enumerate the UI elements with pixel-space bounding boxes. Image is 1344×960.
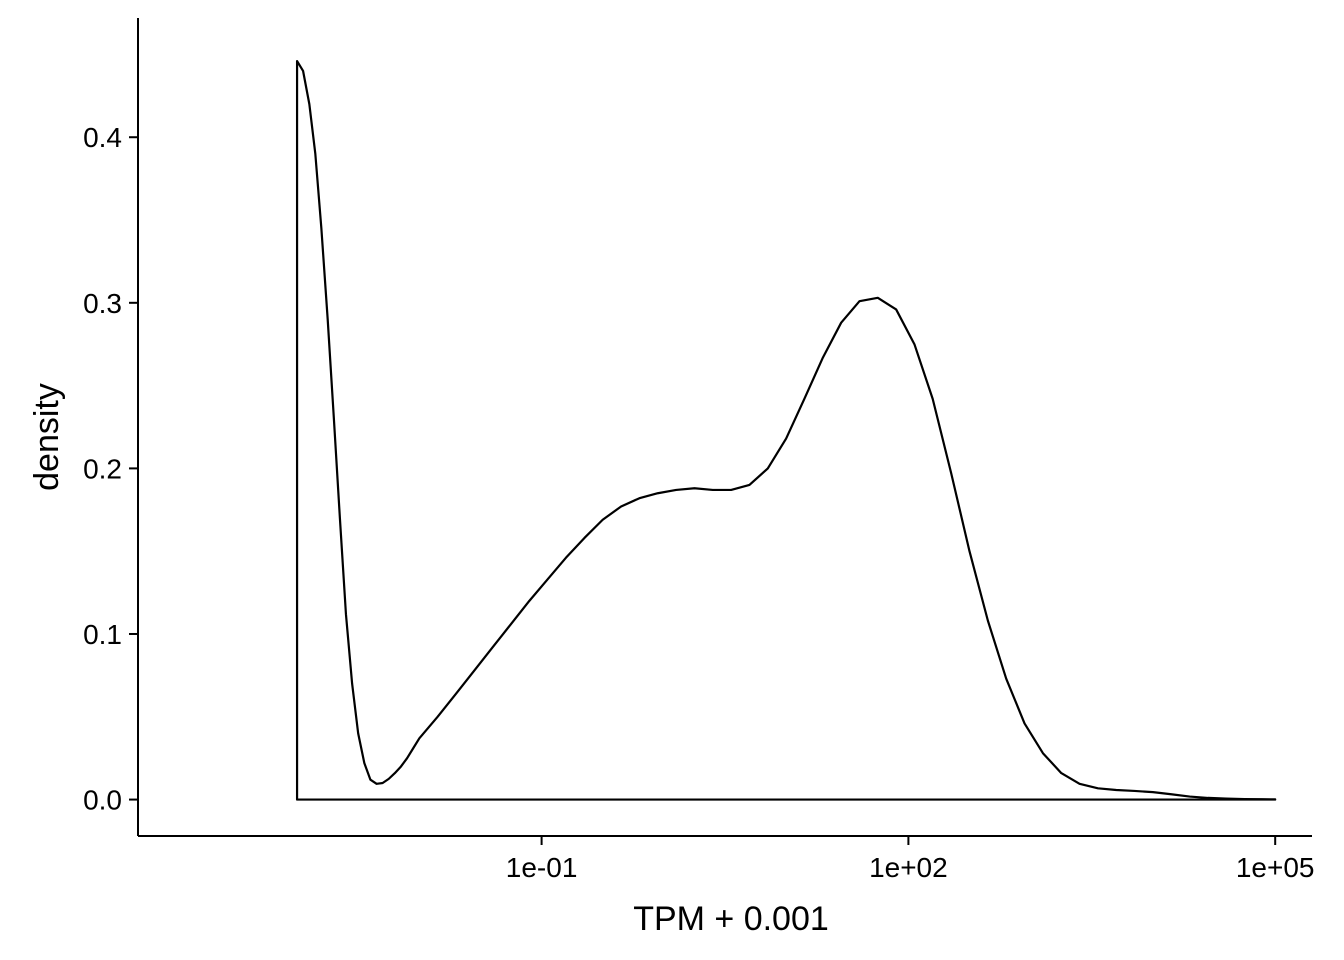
x-axis-title: TPM + 0.001 xyxy=(633,900,829,938)
y-tick-label: 0.3 xyxy=(83,288,122,319)
x-tick-label: 1e+02 xyxy=(869,852,948,883)
y-tick-label: 0.4 xyxy=(83,122,122,153)
plot-area xyxy=(295,59,1277,801)
y-axis-ticks: 0.0 0.1 0.2 0.3 0.4 xyxy=(83,122,138,816)
x-tick-label: 1e-01 xyxy=(506,852,578,883)
axes: 1e-01 1e+02 1e+05 0.0 0.1 0.2 0.3 0.4 xyxy=(83,18,1315,883)
y-tick-label: 0.0 xyxy=(83,785,122,816)
y-axis-title: density xyxy=(28,383,66,491)
x-tick-label: 1e+05 xyxy=(1236,852,1315,883)
y-tick-label: 0.1 xyxy=(83,619,122,650)
density-curve xyxy=(295,59,1277,801)
x-axis-ticks: 1e-01 1e+02 1e+05 xyxy=(506,836,1315,883)
y-tick-label: 0.2 xyxy=(83,453,122,484)
